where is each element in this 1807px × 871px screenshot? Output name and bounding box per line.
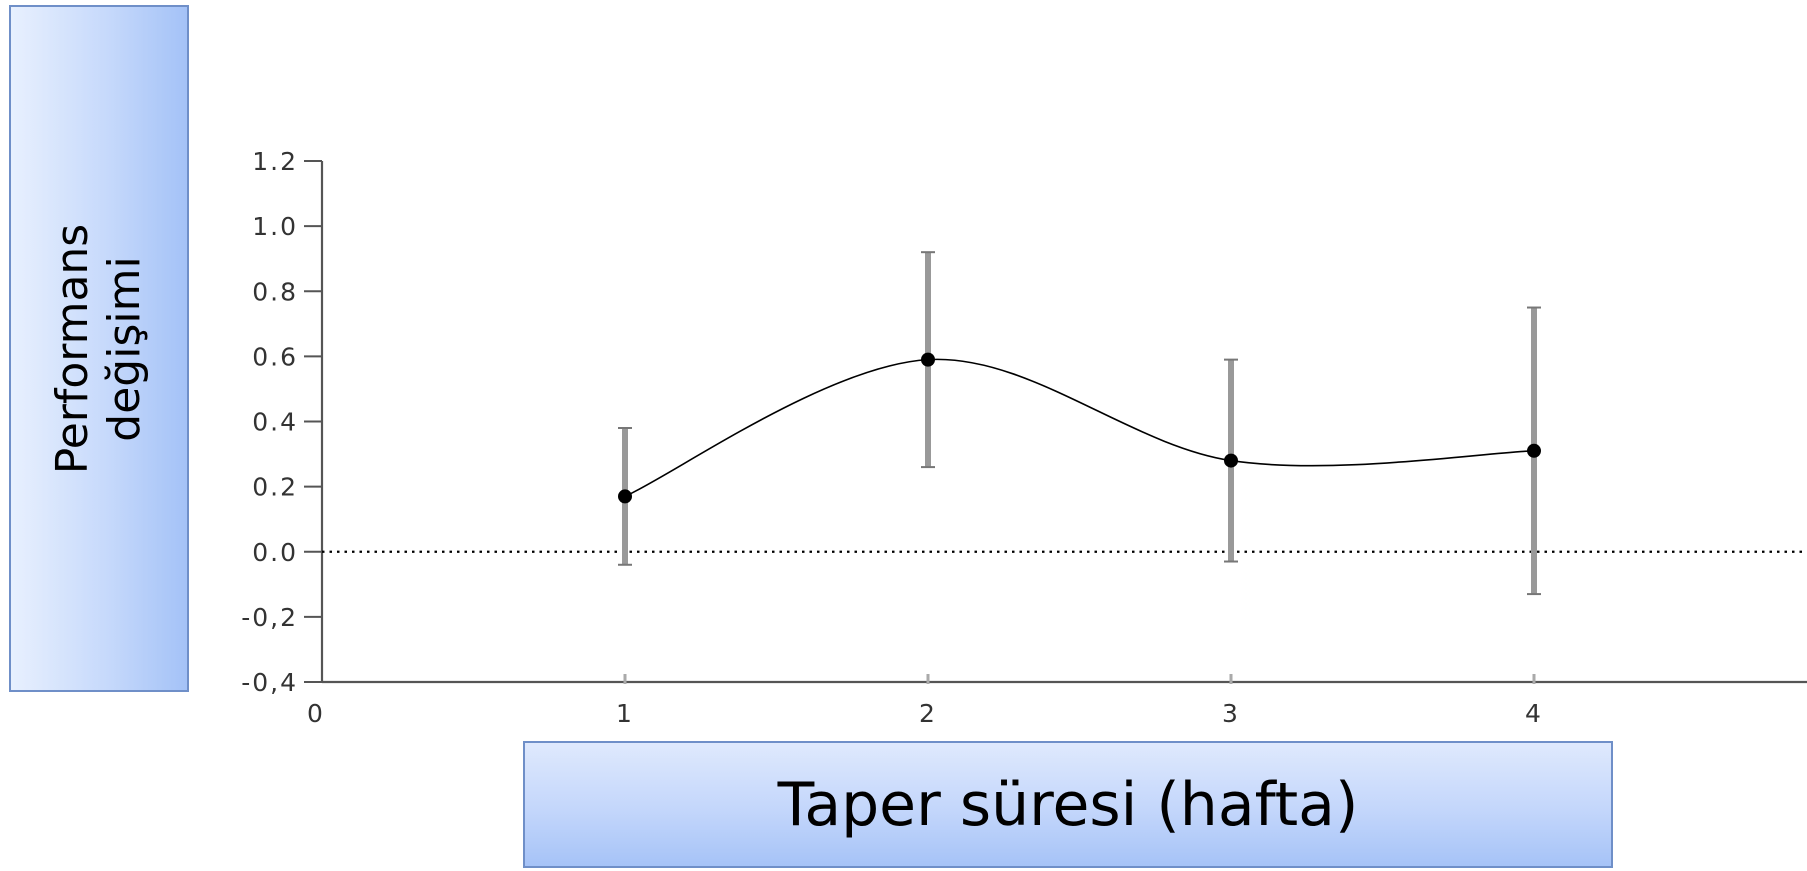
x-tick-label: 2 [919,699,937,728]
x-tick-label: 0 [307,699,325,728]
y-tick-label: 1.2 [252,147,298,176]
y-tick-label: -0,2 [241,603,298,632]
x-tick-label: 3 [1222,699,1240,728]
data-point [618,489,632,504]
y-tick-label: 0.4 [252,408,298,437]
y-tick-label: 0.2 [252,473,298,502]
data-point [1527,443,1541,458]
y-tick-label: 0.0 [252,538,298,567]
y-tick-label: -0,4 [241,668,298,697]
x-axis-title-box: Taper süresi (hafta) [523,741,1613,868]
y-tick-label: 0.8 [252,277,298,306]
y-tick-label: 0.6 [252,342,298,371]
data-point [921,352,935,367]
y-axis-title: Performans değişimi [47,223,150,474]
y-tick-label: 1.0 [252,212,298,241]
y-axis-title-box: Performans değişimi [9,5,189,692]
series-line [624,358,1535,498]
x-axis-title: Taper süresi (hafta) [777,769,1359,840]
data-point [1224,453,1238,468]
x-tick-label: 1 [616,699,634,728]
x-tick-label: 4 [1525,699,1543,728]
